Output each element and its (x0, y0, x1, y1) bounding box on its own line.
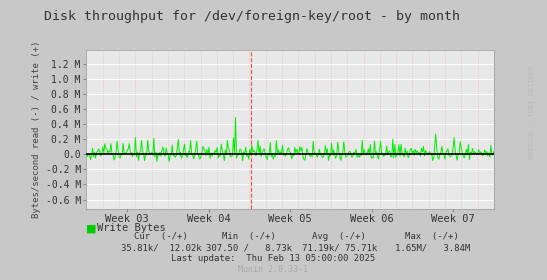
Text: Avg  (-/+): Avg (-/+) (312, 232, 366, 241)
Text: Disk throughput for /dev/foreign-key/root - by month: Disk throughput for /dev/foreign-key/roo… (44, 10, 459, 23)
Text: Last update:  Thu Feb 13 05:00:00 2025: Last update: Thu Feb 13 05:00:00 2025 (171, 254, 376, 263)
Text: 1.65M/   3.84M: 1.65M/ 3.84M (394, 243, 470, 252)
Text: Max  (-/+): Max (-/+) (405, 232, 459, 241)
Text: 307.50 /   8.73k: 307.50 / 8.73k (206, 243, 292, 252)
Text: Min  (-/+): Min (-/+) (222, 232, 276, 241)
Text: 35.81k/  12.02k: 35.81k/ 12.02k (121, 243, 202, 252)
Text: ■: ■ (86, 223, 97, 233)
Text: Munin 2.0.33-1: Munin 2.0.33-1 (238, 265, 309, 274)
Text: 71.19k/ 75.71k: 71.19k/ 75.71k (301, 243, 377, 252)
Text: Write Bytes: Write Bytes (97, 223, 166, 233)
Text: Cur  (-/+): Cur (-/+) (135, 232, 188, 241)
Text: RRDTOOL / TOBI OETIKER: RRDTOOL / TOBI OETIKER (529, 65, 534, 159)
Y-axis label: Bytes/second read (-) / write (+): Bytes/second read (-) / write (+) (32, 41, 42, 218)
